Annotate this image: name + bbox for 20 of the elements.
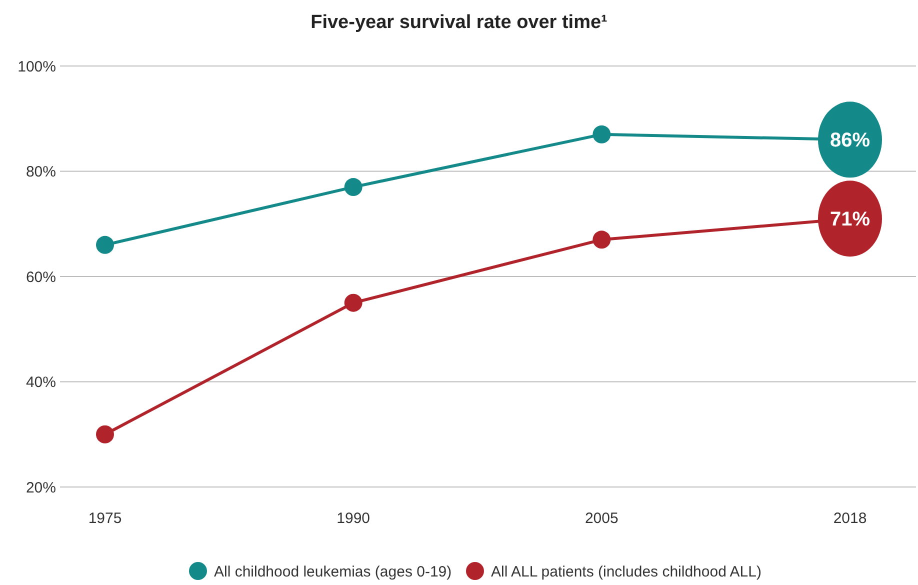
- x-tick-label: 1990: [336, 510, 370, 527]
- y-tick-label: 100%: [18, 58, 56, 76]
- point: [592, 230, 611, 249]
- y-tick-label: 80%: [26, 164, 56, 180]
- chart-title: Five-year survival rate over time¹: [310, 12, 608, 33]
- data-label: 86%: [830, 130, 870, 152]
- y-tick-label: 20%: [26, 479, 56, 496]
- data-label: 71%: [830, 208, 870, 231]
- legend-label: All childhood leukemias (ages 0-19): [214, 563, 452, 580]
- x-tick-label: 1975: [88, 510, 122, 527]
- point: [344, 178, 362, 196]
- legend-label: All ALL patients (includes childhood ALL): [491, 563, 762, 580]
- y-tick-label: 60%: [26, 268, 56, 286]
- point: [592, 125, 611, 144]
- y-tick-label: 40%: [26, 374, 56, 391]
- point: [96, 425, 114, 444]
- point: [96, 236, 114, 254]
- point: [344, 294, 362, 312]
- x-tick-label: 2005: [584, 510, 618, 527]
- x-tick-label: 2018: [833, 510, 867, 527]
